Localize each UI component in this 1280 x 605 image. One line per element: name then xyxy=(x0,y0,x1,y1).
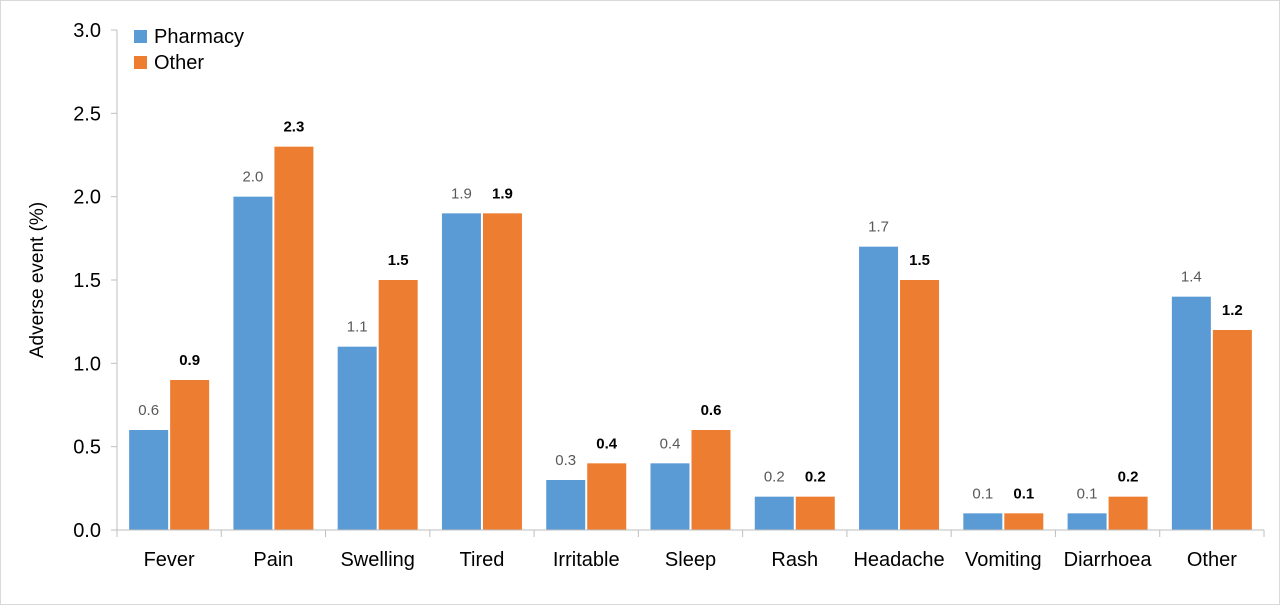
data-label-other: 2.3 xyxy=(283,119,304,136)
data-label-other: 0.9 xyxy=(179,352,200,369)
data-label-other: 0.6 xyxy=(701,402,722,419)
bar-other xyxy=(691,430,731,530)
data-label-other: 1.9 xyxy=(492,185,513,202)
data-label-other: 0.1 xyxy=(1013,485,1034,502)
bar-other xyxy=(587,463,627,530)
legend-swatch-other xyxy=(134,56,147,69)
data-label-pharmacy: 2.0 xyxy=(242,169,263,186)
bar-pharmacy xyxy=(546,480,586,530)
data-label-pharmacy: 1.1 xyxy=(347,319,368,336)
data-label-other: 0.4 xyxy=(596,435,618,452)
x-category-label: Diarrhoea xyxy=(1064,549,1153,571)
bar-pharmacy xyxy=(1171,296,1211,530)
bar-pharmacy xyxy=(754,496,794,530)
data-label-other: 1.5 xyxy=(388,252,409,269)
y-tick-label: 0.5 xyxy=(73,437,101,459)
bar-pharmacy xyxy=(337,346,377,530)
y-tick-label: 3.0 xyxy=(73,20,101,42)
x-category-label: Pain xyxy=(253,549,293,571)
y-axis-title: Adverse event (%) xyxy=(27,202,48,358)
data-label-pharmacy: 1.4 xyxy=(1181,269,1202,286)
y-tick-label: 1.5 xyxy=(73,270,101,292)
data-label-pharmacy: 0.1 xyxy=(972,485,993,502)
bar-pharmacy xyxy=(441,213,481,531)
y-tick-label: 2.0 xyxy=(73,187,101,209)
data-label-pharmacy: 0.6 xyxy=(138,402,159,419)
data-label-pharmacy: 0.2 xyxy=(764,469,785,486)
x-category-label: Other xyxy=(1187,549,1237,571)
bar-pharmacy xyxy=(650,463,690,530)
x-category-label: Tired xyxy=(460,549,505,571)
legend-label-other: Other xyxy=(154,52,204,74)
x-category-label: Vomiting xyxy=(965,549,1042,571)
data-label-other: 1.2 xyxy=(1222,302,1243,319)
data-label-pharmacy: 1.9 xyxy=(451,185,472,202)
bar-other xyxy=(1212,330,1252,530)
x-category-label: Rash xyxy=(771,549,818,571)
x-category-label: Headache xyxy=(853,549,944,571)
bar-other xyxy=(482,213,522,531)
data-label-other: 0.2 xyxy=(1118,469,1139,486)
bar-pharmacy xyxy=(859,246,899,530)
x-category-label: Fever xyxy=(144,549,195,571)
bar-other xyxy=(1108,496,1148,530)
bar-other xyxy=(795,496,835,530)
bar-pharmacy xyxy=(963,513,1003,530)
data-label-pharmacy: 0.3 xyxy=(555,452,576,469)
bar-other xyxy=(378,280,418,530)
legend-label-pharmacy: Pharmacy xyxy=(154,26,244,48)
bar-pharmacy xyxy=(129,430,169,530)
data-label-other: 0.2 xyxy=(805,469,826,486)
bar-pharmacy xyxy=(1067,513,1107,530)
data-label-other: 1.5 xyxy=(909,252,930,269)
bar-other xyxy=(274,146,314,530)
x-category-label: Sleep xyxy=(665,549,716,571)
data-label-pharmacy: 0.4 xyxy=(660,435,681,452)
data-label-pharmacy: 1.7 xyxy=(868,219,889,236)
bar-other xyxy=(170,380,210,530)
bar-other xyxy=(900,280,940,530)
y-tick-label: 1.0 xyxy=(73,353,101,375)
y-tick-label: 0.0 xyxy=(73,520,101,542)
y-tick-label: 2.5 xyxy=(73,103,101,125)
data-label-pharmacy: 0.1 xyxy=(1077,485,1098,502)
x-category-label: Irritable xyxy=(553,549,620,571)
bar-other xyxy=(1004,513,1044,530)
legend-swatch-pharmacy xyxy=(134,30,147,43)
bar-pharmacy xyxy=(233,196,273,530)
x-category-label: Swelling xyxy=(340,549,414,571)
